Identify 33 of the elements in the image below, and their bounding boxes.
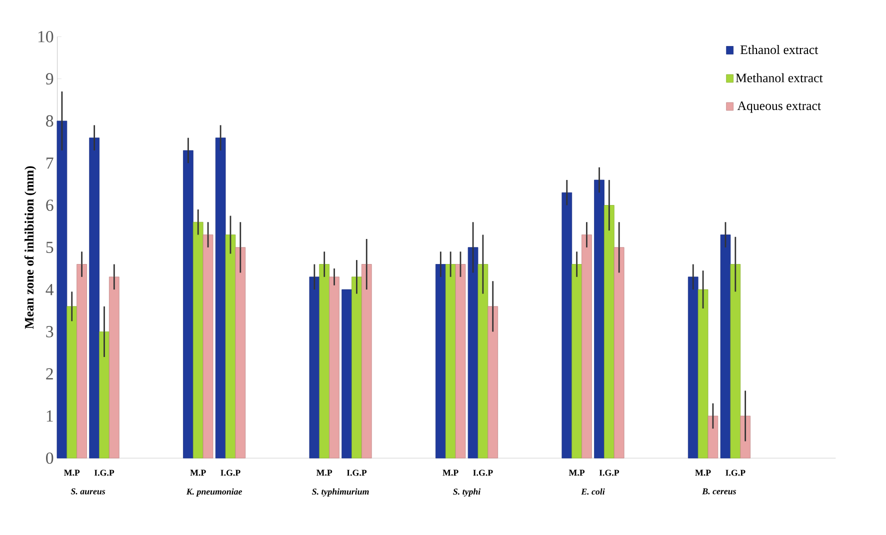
legend-label: Ethanol extract: [740, 44, 818, 54]
x-tick-label: I.G.P: [220, 470, 240, 476]
x-tick-label: M.P: [316, 470, 332, 476]
y-tick-label: 10: [38, 30, 54, 42]
text: K. pneumoniae: [186, 488, 242, 496]
y-tick-label: 3: [46, 326, 54, 338]
y-tick-label: 0: [46, 452, 54, 464]
text: S. typhi: [453, 488, 481, 496]
x-tick-label: I.G.P: [473, 470, 493, 476]
y-axis-title: Mean zone of inhibition (mm): [24, 166, 36, 329]
y-tick-label: 7: [46, 157, 54, 168]
legend-label: Aqueous extract: [737, 101, 821, 112]
text: B. cereus: [702, 488, 736, 494]
legend-label: Methanol extract: [736, 73, 823, 82]
y-tick-label: 8: [46, 115, 54, 126]
x-tick-label: M.P: [442, 470, 458, 476]
y-tick-label: 5: [46, 242, 54, 253]
y-tick-label: 4: [46, 284, 54, 295]
text: S. aureus: [70, 488, 106, 494]
x-tick-label: I.G.P: [726, 470, 746, 476]
text: S. typhimurium: [312, 488, 369, 496]
y-tick-label: 9: [46, 72, 54, 84]
text: E. coli: [581, 488, 605, 494]
x-tick-label: M.P: [695, 470, 711, 476]
x-tick-label: M.P: [64, 470, 80, 476]
x-tick-label: M.P: [568, 470, 585, 476]
x-tick-label: I.G.P: [599, 470, 620, 476]
x-tick-label: M.P: [190, 470, 206, 476]
y-tick-label: 1: [46, 410, 53, 422]
x-tick-label: I.G.P: [346, 470, 367, 476]
y-tick-label: 6: [46, 199, 54, 211]
x-tick-label: I.G.P: [94, 470, 114, 476]
y-tick-label: 2: [46, 368, 53, 380]
